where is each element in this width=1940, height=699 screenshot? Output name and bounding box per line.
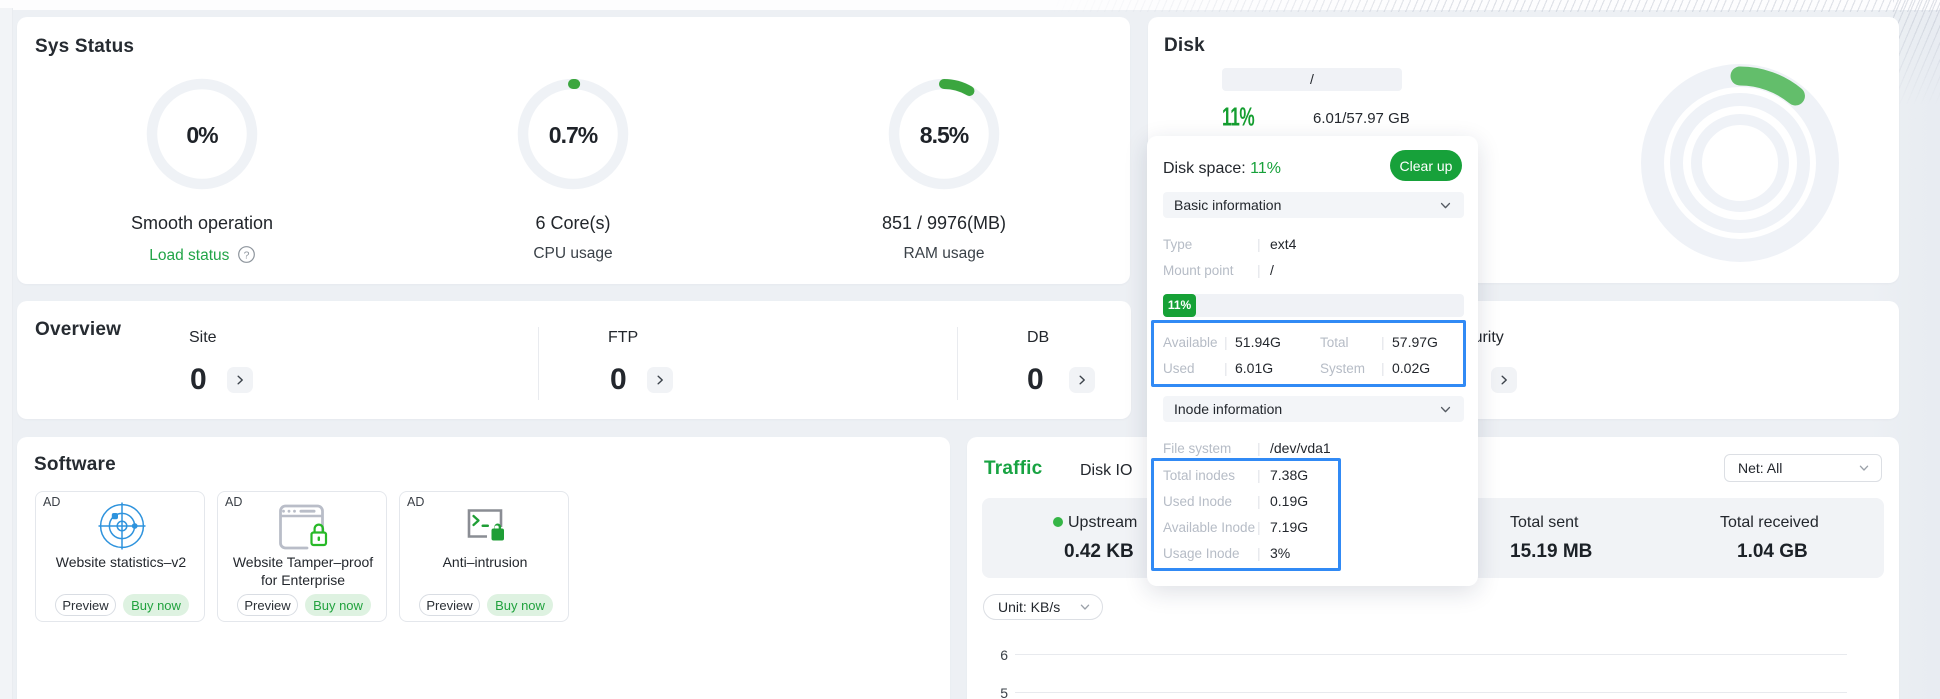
svg-text:?: ? xyxy=(243,249,249,261)
